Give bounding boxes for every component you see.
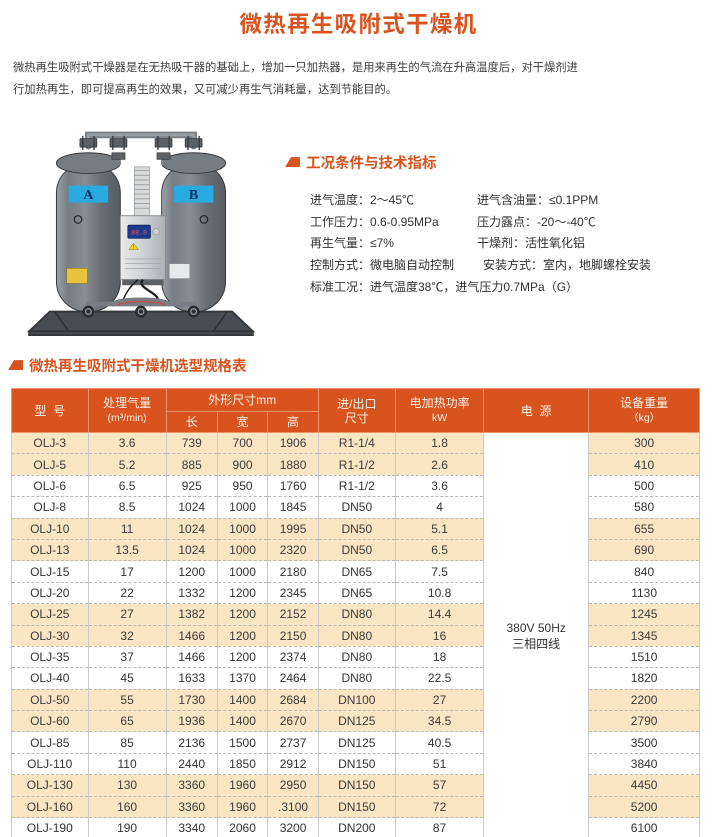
svg-text:B: B	[189, 187, 198, 203]
svg-text:!: !	[133, 245, 135, 251]
svg-text:A: A	[83, 187, 94, 203]
svg-text:88.8: 88.8	[131, 230, 147, 237]
